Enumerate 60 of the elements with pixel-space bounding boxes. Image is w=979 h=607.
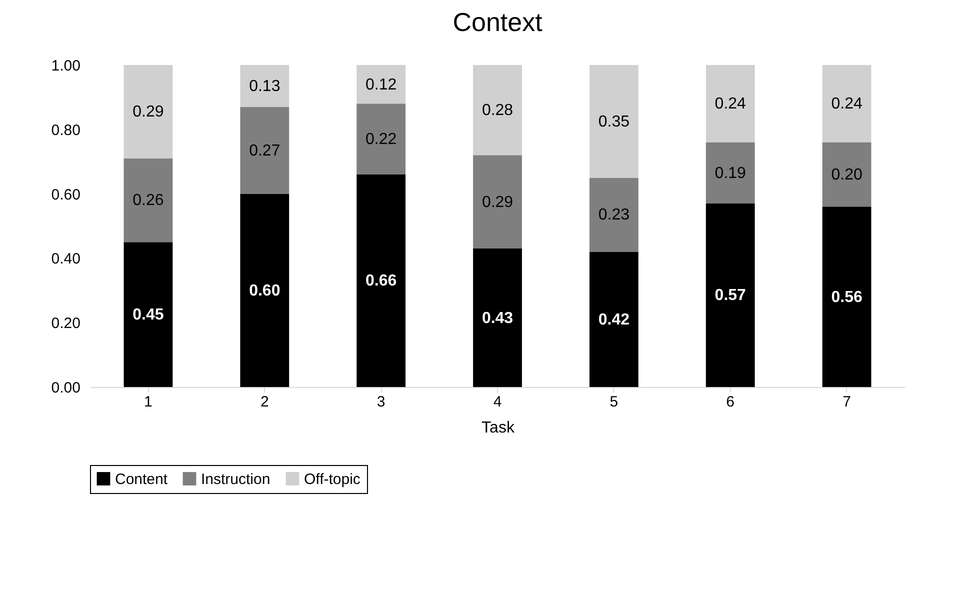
chart-title: Context <box>452 7 544 37</box>
bar <box>473 65 522 156</box>
data-label: 0.29 <box>482 194 514 211</box>
data-label: 0.24 <box>831 96 862 113</box>
data-label: 0.28 <box>482 102 514 120</box>
data-label: 0.26 <box>132 192 164 210</box>
data-label: 0.20 <box>831 166 862 184</box>
data-label: 0.42 <box>598 311 630 328</box>
data-label: 0.56 <box>831 288 862 306</box>
data-label: 0.60 <box>249 282 280 300</box>
bar <box>240 194 290 387</box>
bar <box>589 252 638 387</box>
data-label: 0.29 <box>132 104 164 121</box>
data-label: 0.57 <box>714 287 746 304</box>
bar <box>822 142 872 207</box>
bar <box>356 65 406 104</box>
data-label: 0.24 <box>714 96 746 113</box>
bar <box>356 174 406 387</box>
data-label: 0.23 <box>598 206 630 224</box>
data-label: 0.12 <box>366 76 397 94</box>
bar <box>240 65 290 107</box>
bar <box>706 142 755 204</box>
bar <box>124 158 173 242</box>
bar <box>356 104 406 174</box>
bar <box>822 65 872 142</box>
data-label: 0.22 <box>366 131 397 148</box>
y-tick-label: 0.40 <box>51 250 80 268</box>
data-label: 0.45 <box>132 306 164 324</box>
data-label: 0.35 <box>598 113 630 130</box>
y-tick-label: 0.60 <box>51 186 80 204</box>
data-label: 0.19 <box>714 164 746 182</box>
bar <box>589 65 638 178</box>
bar <box>706 65 755 142</box>
bar <box>124 65 173 158</box>
data-label: 0.66 <box>366 272 397 290</box>
y-tick-label: 0.20 <box>51 315 80 332</box>
legend-label: Off-topic <box>304 470 361 488</box>
x-tick-label: 7 <box>842 394 851 410</box>
data-label: 0.27 <box>249 142 280 160</box>
x-tick-label: 1 <box>144 394 152 410</box>
x-tick-label: 5 <box>610 394 618 410</box>
bar <box>589 178 638 252</box>
data-label: 0.43 <box>482 310 514 327</box>
bar <box>706 203 755 387</box>
bar <box>473 155 522 249</box>
x-tick-label: 4 <box>493 394 502 410</box>
bar <box>473 248 522 387</box>
bar <box>240 106 290 194</box>
bar <box>822 206 872 387</box>
bar <box>124 242 173 387</box>
legend-label: Content <box>115 470 168 488</box>
legend-label: Instruction <box>201 470 270 488</box>
y-tick-label: 1.00 <box>51 58 80 74</box>
data-label: 0.13 <box>249 78 280 95</box>
x-tick-label: 3 <box>376 394 386 410</box>
y-tick-label: 0.80 <box>51 122 80 139</box>
x-axis-title: Task <box>482 420 516 436</box>
y-tick-label: 0.00 <box>51 380 80 396</box>
x-tick-label: 6 <box>726 394 735 410</box>
x-tick-label: 2 <box>260 394 269 410</box>
